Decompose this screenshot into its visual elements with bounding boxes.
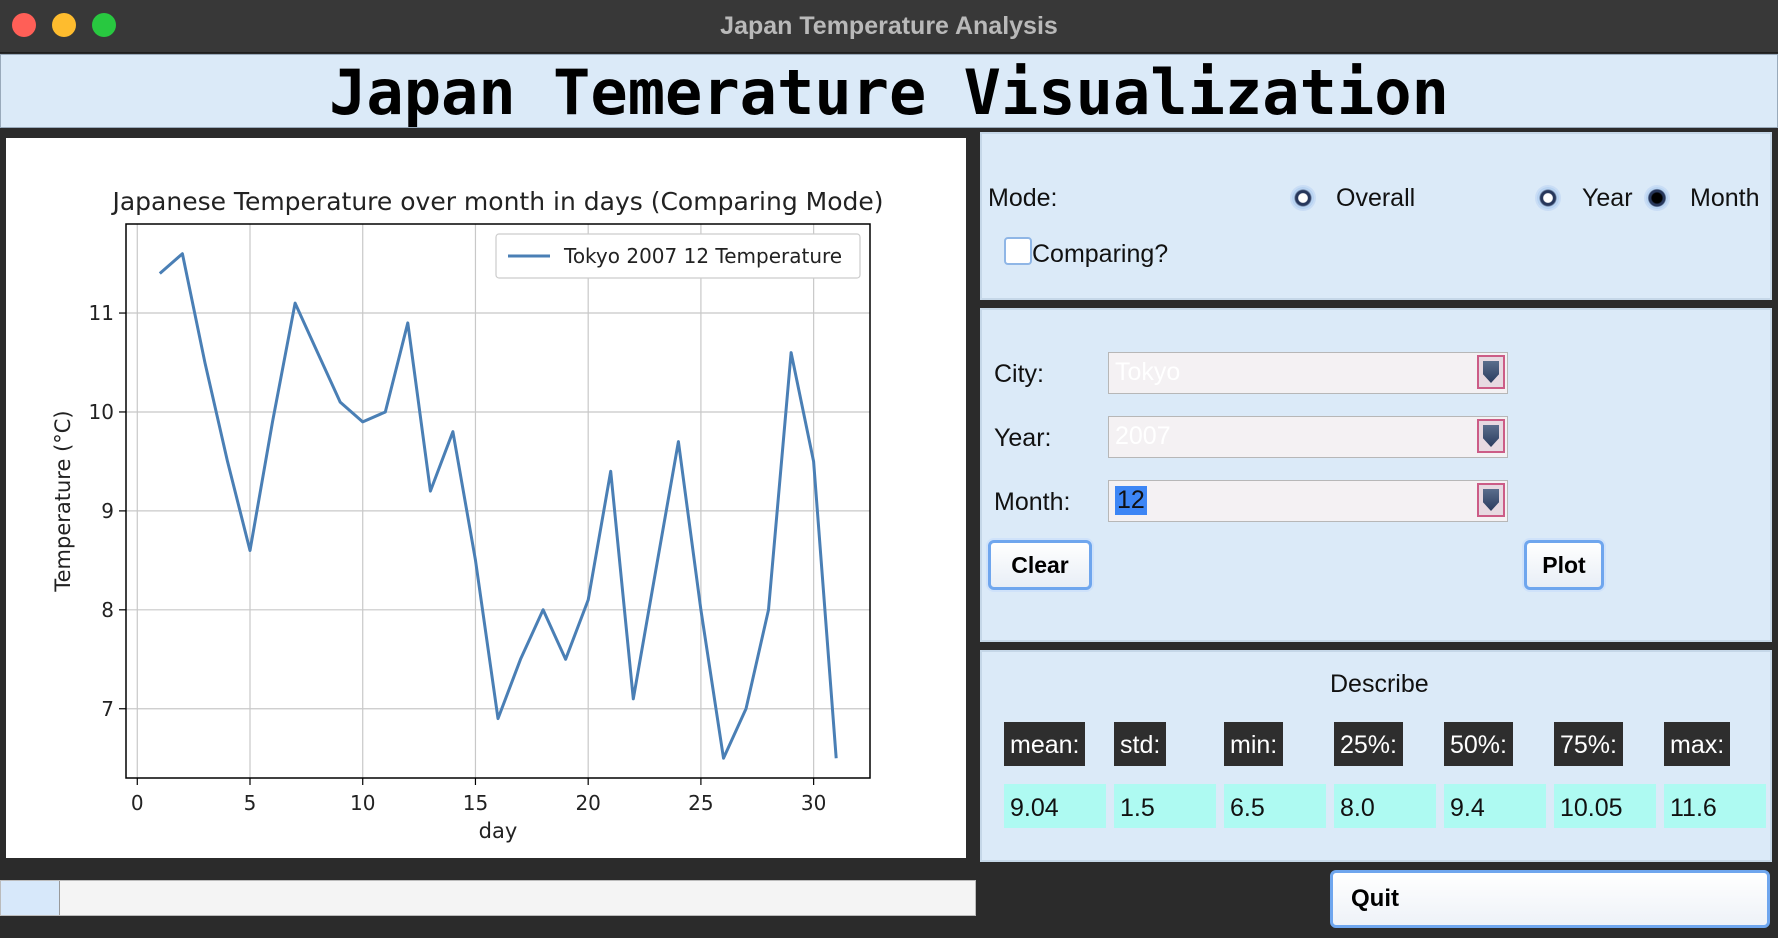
chart-ticks: 0 5 10 15 20 25 30 7 8 9 10 11 (89, 301, 827, 815)
city-combobox[interactable]: Tokyo (1108, 352, 1508, 394)
header-bar: Japan Temerature Visualization (0, 54, 1778, 129)
window-title: Japan Temperature Analysis (720, 12, 1058, 40)
chart-series (158, 252, 838, 760)
x-tick-label: 15 (463, 791, 488, 815)
legend-box (495, 233, 861, 279)
stat-50-value: 9.4 (1444, 784, 1546, 828)
comparing-checkbox[interactable] (1004, 237, 1032, 265)
year-dropdown-arrow-icon[interactable] (1477, 419, 1505, 453)
describe-title: Describe (1330, 670, 1429, 698)
window-titlebar: Japan Temperature Analysis (0, 0, 1778, 53)
stat-75-label: 75%: (1554, 722, 1623, 766)
temperature-chart: 0 5 10 15 20 25 30 7 8 9 10 11 Japanese Temperature… (51, 187, 884, 843)
city-dropdown-arrow-icon[interactable] (1477, 355, 1505, 389)
stat-25-value: 8.0 (1334, 784, 1436, 828)
chart-legend: Tokyo 2007 12 Temperature (495, 233, 861, 279)
radio-overall-label: Overall (1336, 184, 1416, 212)
stat-std-label: std: (1114, 722, 1167, 766)
year-value: 2007 (1115, 422, 1171, 450)
progress-bar (0, 880, 976, 916)
stat-mean-label: mean: (1004, 722, 1086, 766)
stat-25-label: 25%: (1334, 722, 1403, 766)
stat-max-value: 11.6 (1664, 784, 1766, 828)
stat-std-value: 1.5 (1114, 784, 1216, 828)
x-tick-label: 10 (350, 791, 375, 815)
stat-max-label: max: (1664, 722, 1731, 766)
y-axis-label: Temperature (°C) (51, 410, 75, 592)
plot-area-frame (125, 223, 871, 779)
plot-panel: 0 5 10 15 20 25 30 7 8 9 10 11 Japanese Temperature… (6, 138, 966, 858)
mode-label: Mode: (988, 184, 1058, 212)
radio-year[interactable] (1537, 187, 1559, 209)
radio-month[interactable] (1646, 187, 1668, 209)
x-tick-label: 30 (801, 791, 826, 815)
comparing-label: Comparing? (1032, 240, 1169, 268)
city-label: City: (994, 360, 1044, 388)
x-tick-label: 0 (131, 791, 144, 815)
clear-button[interactable]: Clear (988, 540, 1092, 590)
month-combobox[interactable]: 12 (1108, 480, 1508, 522)
month-dropdown-arrow-icon[interactable] (1477, 483, 1505, 517)
maximize-window-button[interactable] (92, 13, 116, 37)
year-label: Year: (994, 424, 1052, 452)
stat-min-label: min: (1224, 722, 1284, 766)
x-tick-label: 25 (688, 791, 713, 815)
mode-panel (980, 132, 1772, 300)
month-value: 12 (1115, 486, 1147, 515)
minimize-window-button[interactable] (52, 13, 76, 37)
x-tick-label: 5 (244, 791, 257, 815)
quit-button[interactable]: Quit (1330, 870, 1770, 928)
stat-50-label: 50%: (1444, 722, 1513, 766)
plot-button[interactable]: Plot (1524, 540, 1604, 590)
progress-fill (1, 881, 61, 915)
y-tick-label: 8 (101, 598, 114, 622)
month-label: Month: (994, 488, 1071, 516)
y-tick-label: 9 (101, 499, 114, 523)
close-window-button[interactable] (12, 13, 36, 37)
chart-title: Japanese Temperature over month in days … (110, 187, 883, 216)
y-tick-label: 11 (89, 301, 114, 325)
radio-overall[interactable] (1292, 187, 1314, 209)
y-tick-label: 10 (89, 400, 114, 424)
stat-mean-value: 9.04 (1004, 784, 1106, 828)
year-combobox[interactable]: 2007 (1108, 416, 1508, 458)
page-title: Japan Temerature Visualization (329, 56, 1449, 129)
radio-year-label: Year (1582, 184, 1633, 212)
series-line (158, 252, 838, 760)
radio-month-label: Month (1690, 184, 1760, 212)
stat-min-value: 6.5 (1224, 784, 1326, 828)
legend-entry-label: Tokyo 2007 12 Temperature (563, 244, 842, 268)
city-value: Tokyo (1115, 358, 1181, 386)
x-tick-label: 20 (575, 791, 600, 815)
y-tick-label: 7 (101, 697, 114, 721)
x-axis-label: day (479, 819, 518, 843)
stat-75-value: 10.05 (1554, 784, 1656, 828)
